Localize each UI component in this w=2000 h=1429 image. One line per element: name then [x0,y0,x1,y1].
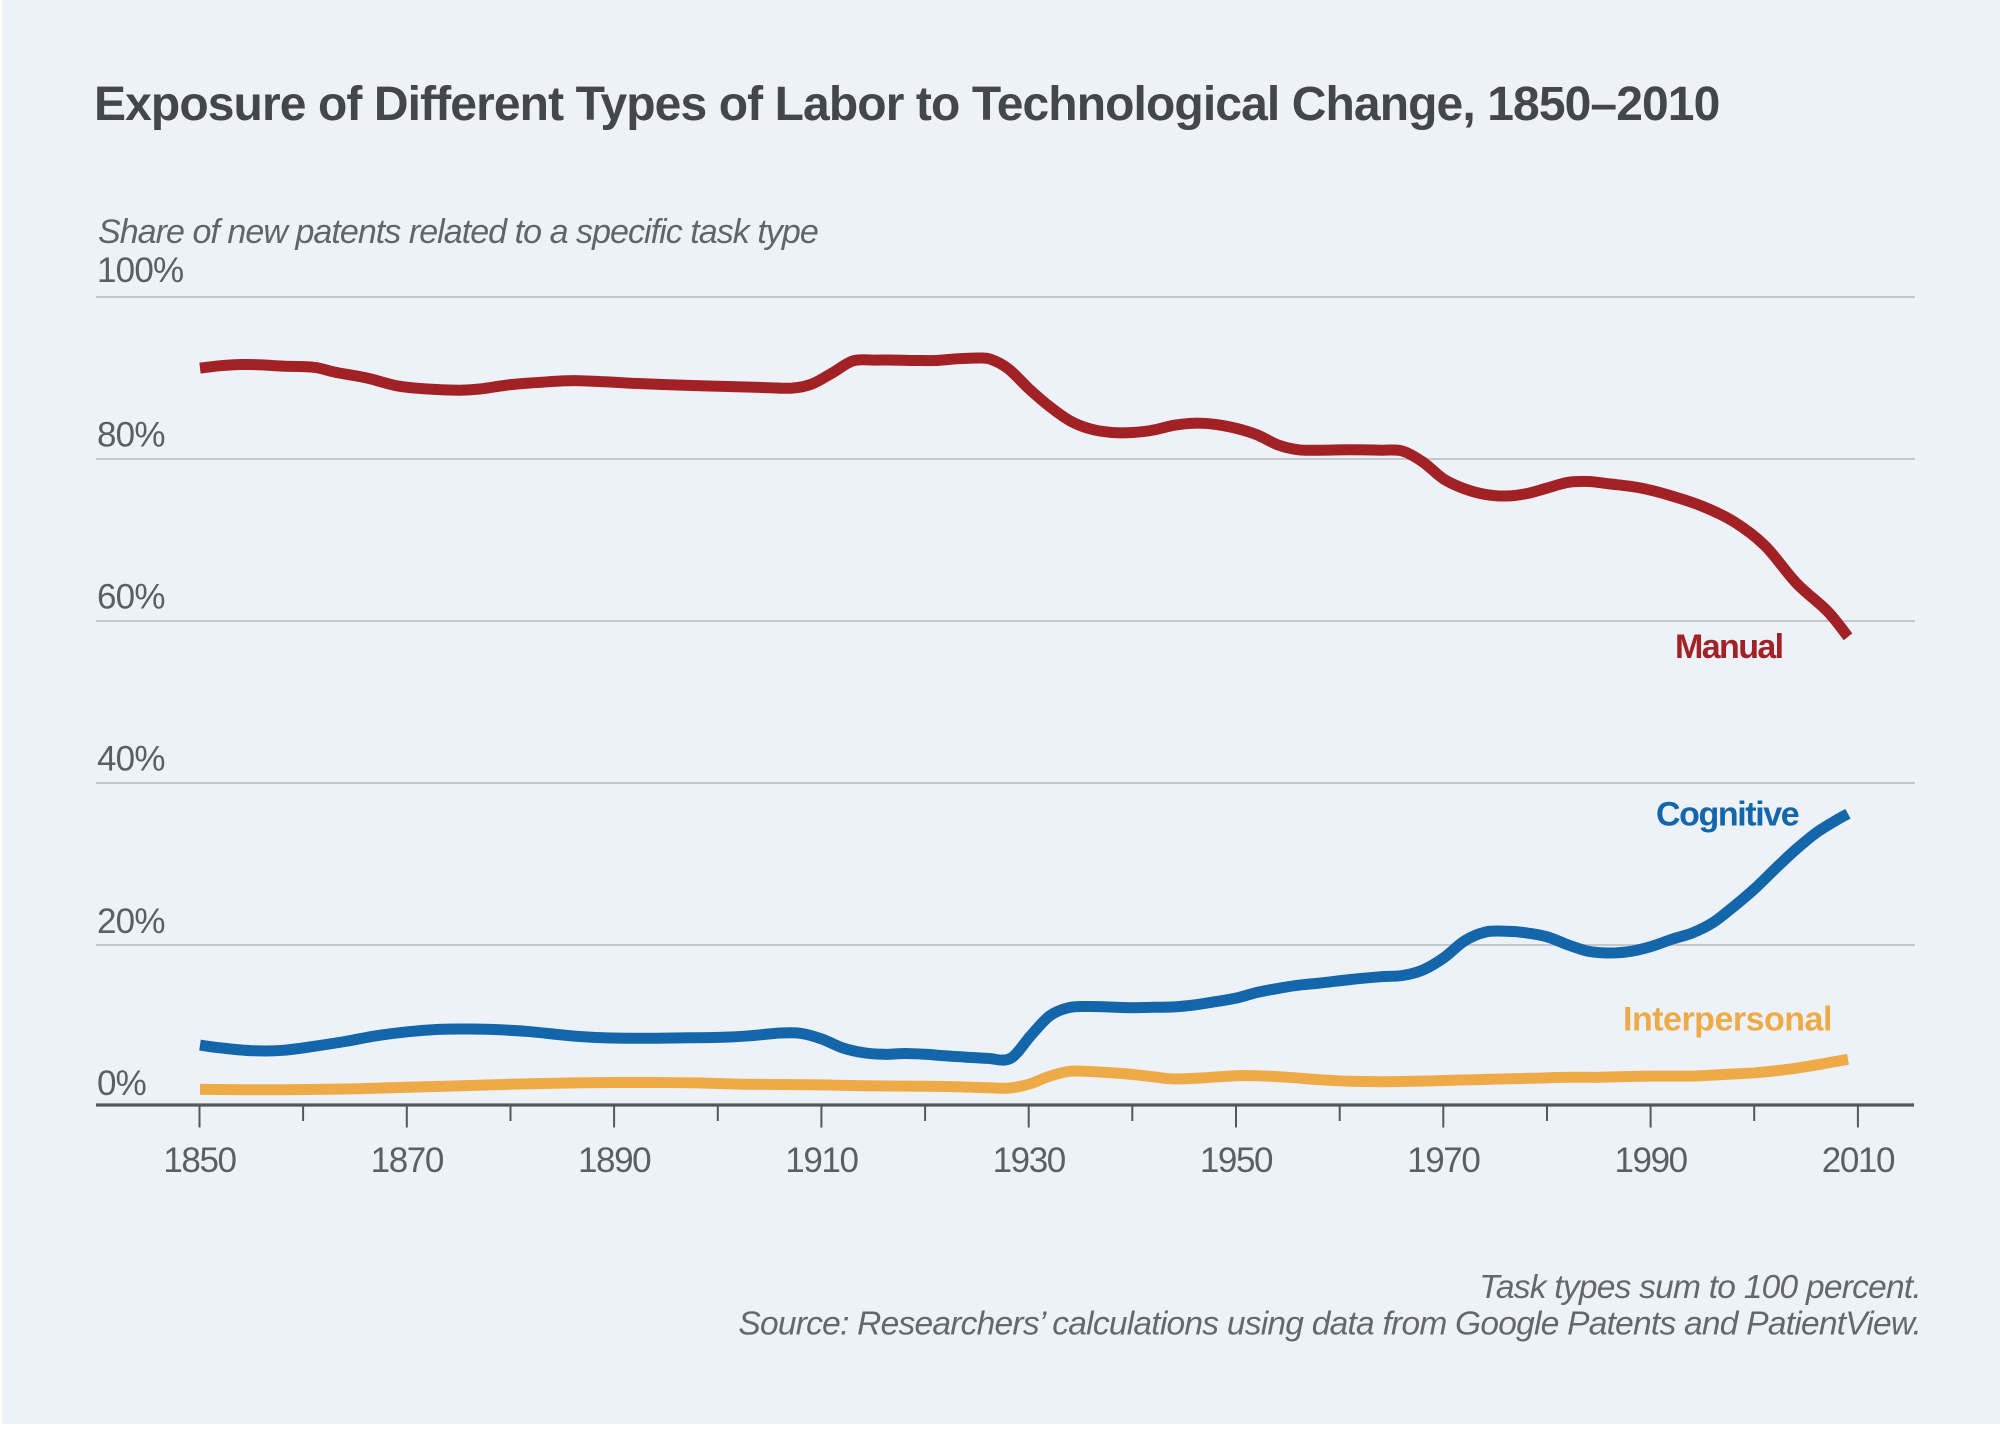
svg-text:1990: 1990 [1614,1141,1687,1180]
svg-text:1870: 1870 [371,1141,444,1180]
svg-text:1850: 1850 [163,1141,236,1180]
svg-text:2010: 2010 [1822,1141,1895,1180]
svg-text:Task types sum to 100 percent.: Task types sum to 100 percent. [1479,1269,1921,1306]
svg-text:Share of new patents related t: Share of new patents related to a specif… [98,213,818,251]
svg-text:1950: 1950 [1200,1141,1273,1180]
svg-text:Cognitive: Cognitive [1656,796,1799,834]
svg-text:Source: Researchers’ calculati: Source: Researchers’ calculations using … [738,1306,1921,1343]
svg-text:Exposure of Different Types of: Exposure of Different Types of Labor to … [94,78,1719,131]
svg-text:Manual: Manual [1675,628,1783,666]
svg-text:Interpersonal: Interpersonal [1623,1001,1832,1039]
svg-text:1910: 1910 [785,1141,858,1180]
svg-text:20%: 20% [97,902,165,941]
svg-text:40%: 40% [97,740,165,779]
svg-text:1930: 1930 [993,1141,1066,1180]
svg-text:1970: 1970 [1407,1141,1480,1180]
svg-text:0%: 0% [97,1064,146,1103]
svg-text:80%: 80% [97,415,165,454]
svg-text:1890: 1890 [578,1141,651,1180]
svg-text:60%: 60% [97,578,165,617]
svg-text:100%: 100% [97,251,183,290]
